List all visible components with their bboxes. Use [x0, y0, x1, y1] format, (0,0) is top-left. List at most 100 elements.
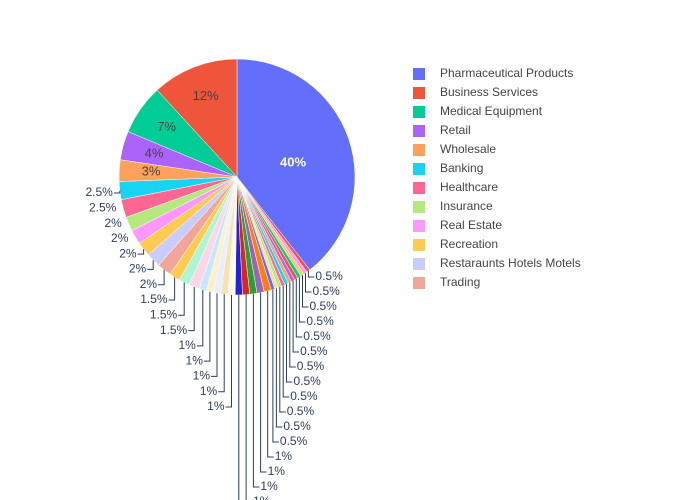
legend-item[interactable]: Medical Equipment: [413, 104, 543, 118]
legend-swatch: [413, 258, 425, 270]
slice-label: 1.5%: [160, 323, 188, 337]
legend-swatch: [413, 220, 425, 232]
legend-swatch: [413, 163, 425, 175]
slice-label: 0.5%: [283, 419, 311, 433]
leader-line: [245, 294, 247, 500]
legend-label: Business Services: [440, 85, 538, 99]
legend-swatch: [413, 239, 425, 251]
legend-item[interactable]: Wholesale: [413, 142, 496, 156]
legend-swatch: [413, 106, 425, 118]
slice-label: 0.5%: [297, 359, 325, 373]
leader-line: [168, 277, 176, 301]
leader-line: [147, 260, 154, 270]
slice-label: 1%: [275, 449, 293, 463]
leader-line: [275, 288, 283, 428]
legend-item[interactable]: Pharmaceutical Products: [413, 66, 573, 80]
slice-label: 0.5%: [287, 404, 315, 418]
slice-label: 0.5%: [315, 269, 343, 283]
legend-swatch: [413, 182, 425, 194]
leader-line: [196, 289, 204, 347]
legend-label: Retail: [440, 123, 471, 137]
legend-item[interactable]: Recreation: [413, 237, 498, 251]
legend-item[interactable]: Restaraunts Hotels Motels: [413, 256, 581, 270]
leader-line: [302, 275, 309, 308]
leader-line: [113, 190, 121, 194]
legend-label: Wholesale: [440, 142, 496, 156]
legend-label: Restaraunts Hotels Motels: [440, 256, 581, 270]
slice-label: 1%: [186, 353, 204, 367]
slice-label: 0.5%: [313, 284, 341, 298]
slice-label: 4%: [145, 145, 164, 160]
legend-label: Medical Equipment: [440, 104, 543, 118]
legend-swatch: [413, 277, 425, 289]
legend-swatch: [413, 201, 425, 213]
legend-item[interactable]: Insurance: [413, 199, 493, 213]
leader-line: [307, 270, 315, 278]
leader-line: [260, 292, 267, 473]
legend: Pharmaceutical Products Business Services…: [413, 66, 581, 289]
leader-line: [178, 282, 185, 316]
leader-line: [272, 289, 279, 443]
legend-label: Healthcare: [440, 180, 498, 194]
leader-lines: [113, 190, 315, 500]
legend-swatch: [413, 68, 425, 80]
slice-label: 1%: [207, 399, 225, 413]
leader-line: [298, 277, 306, 323]
slice-label: 7%: [157, 119, 176, 134]
slice-label: 1%: [268, 464, 286, 478]
leader-line: [137, 249, 145, 255]
slice-label: 0.5%: [294, 374, 322, 388]
slice-label: 0.5%: [303, 329, 331, 343]
pie-slices: [118, 58, 356, 296]
slice-label: 2%: [129, 262, 147, 276]
leader-line: [238, 295, 240, 500]
leader-line: [211, 293, 218, 377]
leader-line: [188, 287, 195, 332]
legend-label: Real Estate: [440, 218, 502, 232]
legend-item[interactable]: Real Estate: [413, 218, 502, 232]
leader-line: [305, 273, 312, 293]
legend-item[interactable]: Business Services: [413, 85, 538, 99]
legend-item[interactable]: Banking: [413, 161, 483, 175]
leader-line: [267, 290, 274, 458]
legend-swatch: [413, 144, 425, 156]
slice-labels: 40%3%4%7%12%0.5%0.5%0.5%0.5%0.5%0.5%0.5%…: [85, 88, 343, 500]
slice-label: 2.5%: [85, 185, 113, 199]
slice-label: 1.5%: [150, 307, 178, 321]
pie-slice[interactable]: [156, 58, 238, 178]
pie-slice[interactable]: [236, 58, 356, 271]
leader-line: [295, 279, 303, 338]
slice-label: 2%: [119, 246, 137, 260]
slice-label: 1%: [253, 494, 271, 500]
leader-line: [218, 294, 225, 393]
slice-label: 1%: [178, 338, 196, 352]
slice-label: 0.5%: [300, 344, 328, 358]
legend-label: Recreation: [440, 237, 498, 251]
legend-item[interactable]: Retail: [413, 123, 471, 137]
legend-label: Pharmaceutical Products: [440, 66, 573, 80]
slice-label: 1%: [200, 384, 218, 398]
slice-label: 0.5%: [306, 314, 334, 328]
legend-swatch: [413, 125, 425, 137]
leader-line: [282, 285, 290, 398]
slice-label: 0.5%: [280, 434, 308, 448]
leader-line: [286, 284, 293, 383]
legend-label: Banking: [440, 161, 483, 175]
slice-label: 2.5%: [89, 200, 117, 214]
legend-label: Trading: [440, 275, 480, 289]
slice-label: 3%: [142, 164, 161, 179]
leader-line: [225, 294, 232, 408]
slice-label: 0.5%: [310, 299, 338, 313]
slice-label: 1%: [260, 479, 278, 493]
slice-label: 2%: [111, 231, 129, 245]
leader-line: [158, 269, 165, 286]
slice-label: 1.5%: [140, 292, 168, 306]
legend-item[interactable]: Trading: [413, 275, 480, 289]
legend-label: Insurance: [440, 199, 493, 213]
leader-line: [289, 282, 296, 368]
leader-line: [292, 280, 300, 353]
leader-line: [252, 293, 260, 488]
legend-item[interactable]: Healthcare: [413, 180, 498, 194]
slice-label: 2%: [104, 216, 122, 230]
